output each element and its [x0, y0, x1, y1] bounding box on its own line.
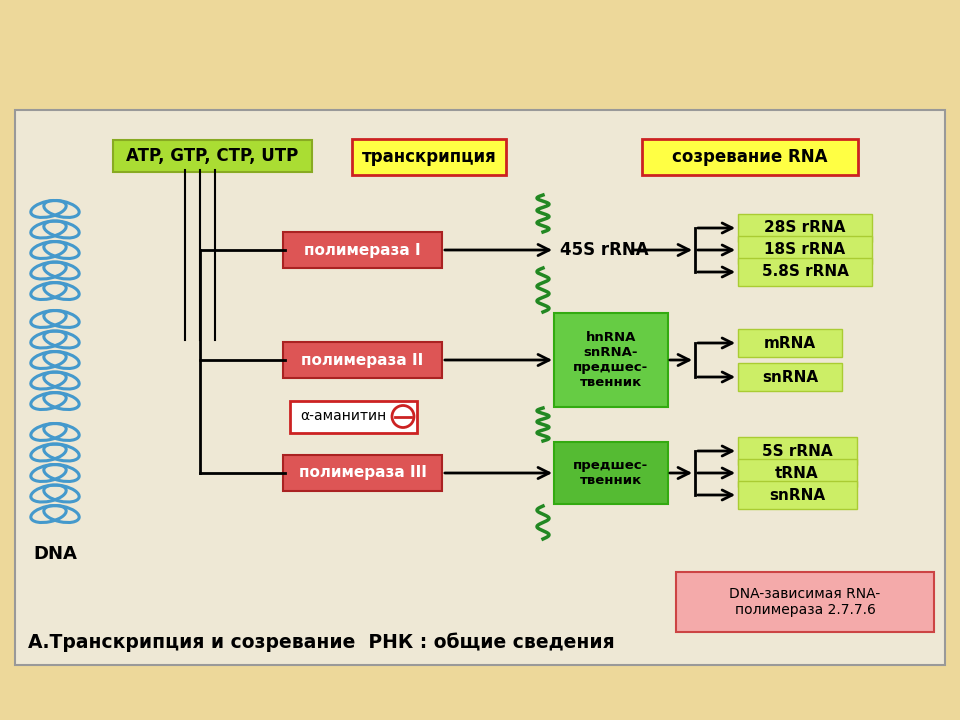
Text: mRNA: mRNA: [764, 336, 816, 351]
FancyBboxPatch shape: [283, 342, 442, 378]
Text: DNA-зависимая RNA-
полимераза 2.7.7.6: DNA-зависимая RNA- полимераза 2.7.7.6: [730, 587, 880, 617]
Text: snRNA: snRNA: [762, 369, 818, 384]
Text: созревание RNA: созревание RNA: [672, 148, 828, 166]
Text: транскрипция: транскрипция: [362, 148, 496, 166]
FancyBboxPatch shape: [352, 139, 506, 175]
FancyBboxPatch shape: [15, 110, 945, 665]
Text: DNA: DNA: [33, 545, 77, 563]
Text: 5S rRNA: 5S rRNA: [761, 444, 832, 459]
FancyBboxPatch shape: [738, 236, 872, 264]
Text: α-аманитин: α-аманитин: [300, 410, 387, 423]
Text: полимераза I: полимераза I: [304, 243, 420, 258]
Text: ATP, GTP, CTP, UTP: ATP, GTP, CTP, UTP: [126, 147, 299, 165]
Text: snRNA: snRNA: [769, 487, 825, 503]
FancyBboxPatch shape: [676, 572, 934, 632]
FancyBboxPatch shape: [554, 442, 668, 504]
Text: tRNA: tRNA: [775, 466, 819, 480]
FancyBboxPatch shape: [738, 329, 842, 357]
FancyBboxPatch shape: [738, 481, 857, 509]
FancyBboxPatch shape: [554, 313, 668, 407]
Text: 18S rRNA: 18S rRNA: [764, 243, 846, 258]
Text: 45S rRNA: 45S rRNA: [560, 241, 649, 259]
Text: 5.8S rRNA: 5.8S rRNA: [761, 264, 849, 279]
FancyBboxPatch shape: [738, 214, 872, 242]
FancyBboxPatch shape: [113, 140, 312, 172]
Text: полимераза II: полимераза II: [301, 353, 423, 367]
Text: предшес-
твенник: предшес- твенник: [573, 459, 649, 487]
Circle shape: [392, 405, 414, 428]
FancyBboxPatch shape: [283, 232, 442, 268]
Text: полимераза III: полимераза III: [299, 466, 426, 480]
FancyBboxPatch shape: [283, 455, 442, 491]
Text: hnRNA
snRNA-
предшес-
твенник: hnRNA snRNA- предшес- твенник: [573, 331, 649, 389]
Text: 28S rRNA: 28S rRNA: [764, 220, 846, 235]
Text: А.Транскрипция и созревание  РНК : общие сведения: А.Транскрипция и созревание РНК : общие …: [28, 632, 614, 652]
FancyBboxPatch shape: [738, 437, 857, 465]
FancyBboxPatch shape: [738, 258, 872, 286]
FancyBboxPatch shape: [738, 459, 857, 487]
FancyBboxPatch shape: [738, 363, 842, 391]
FancyBboxPatch shape: [290, 400, 417, 433]
FancyBboxPatch shape: [642, 139, 858, 175]
